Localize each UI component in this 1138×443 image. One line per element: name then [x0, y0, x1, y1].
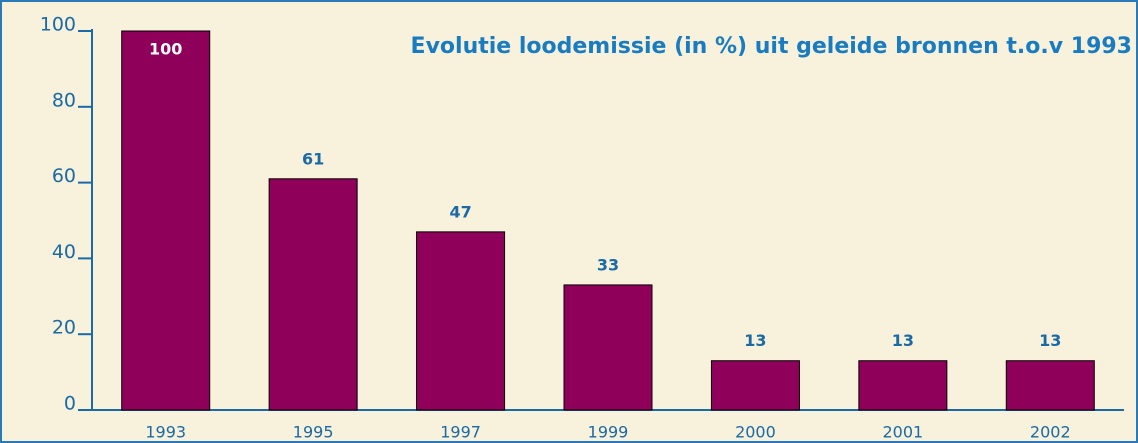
x-tick-label: 2001: [882, 423, 923, 442]
bar: [858, 360, 948, 411]
x-tick-label: 2002: [1030, 423, 1071, 442]
y-tick-label: 100: [40, 14, 76, 36]
y-tick-label: 40: [52, 241, 76, 263]
value-label: 13: [1039, 331, 1061, 350]
x-tick-label: 2000: [735, 423, 776, 442]
value-label: 47: [449, 202, 471, 221]
y-tick-label: 60: [52, 165, 76, 187]
value-label: 33: [597, 255, 619, 274]
value-label: 13: [744, 331, 766, 350]
y-tick-label: 0: [64, 393, 76, 415]
x-tick-label: 1997: [440, 423, 481, 442]
value-label: 13: [892, 331, 914, 350]
y-tick-label: 80: [52, 89, 76, 111]
bar: [710, 360, 800, 411]
bar: [268, 178, 358, 411]
x-tick-label: 1995: [293, 423, 334, 442]
bar: [563, 284, 653, 411]
bar: [1005, 360, 1095, 411]
chart-title: Evolutie loodemissie (in %) uit geleide …: [411, 34, 1132, 59]
x-tick-label: 1993: [145, 423, 186, 442]
value-label: 100: [149, 40, 182, 59]
y-tick-label: 20: [52, 317, 76, 339]
value-label: 61: [302, 149, 324, 168]
bar: [121, 30, 211, 411]
bar: [416, 231, 506, 411]
x-tick-label: 1999: [588, 423, 629, 442]
